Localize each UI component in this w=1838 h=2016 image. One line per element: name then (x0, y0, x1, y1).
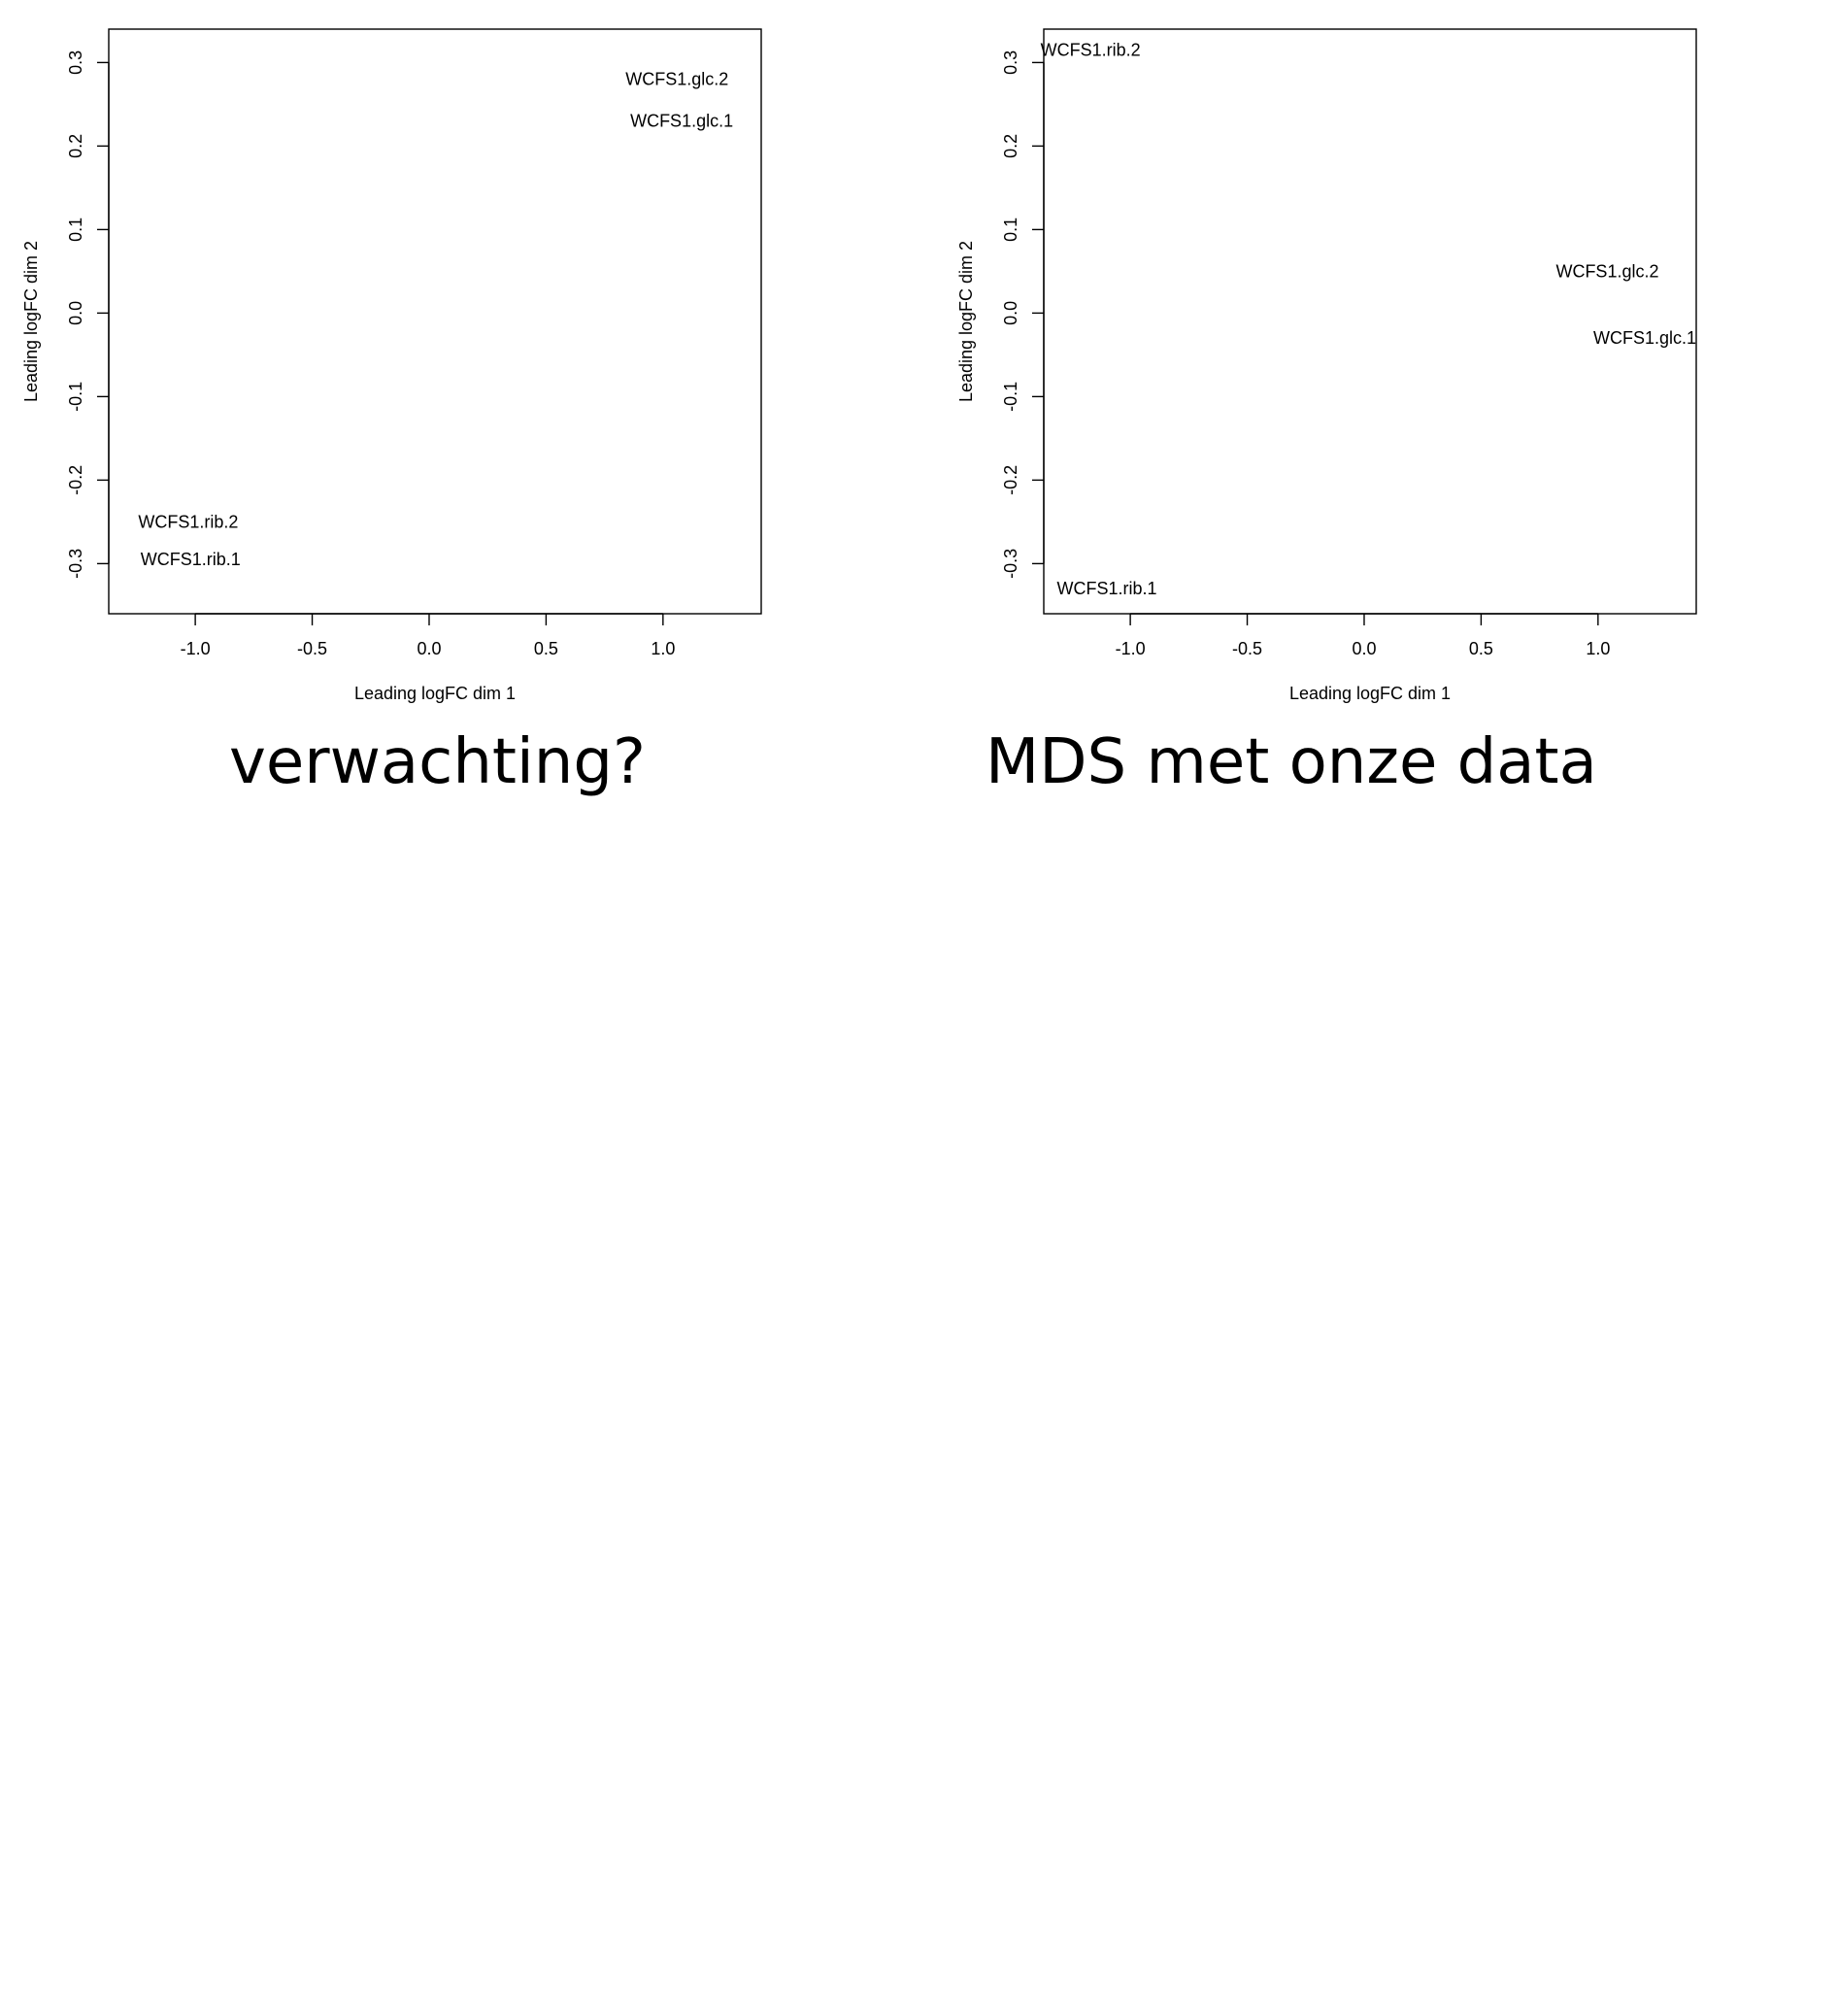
x-tick-label: 1.0 (651, 639, 675, 658)
x-tick-label: -0.5 (297, 639, 327, 658)
x-axis-label: Leading logFC dim 1 (354, 684, 516, 703)
mds-plot-our-data: -1.0 -0.5 0.0 0.5 1.0 Leading logFC dim 1 -0.3… (935, 0, 1838, 757)
point-label: WCFS1.glc.1 (630, 112, 733, 131)
y-tick-label: 0.3 (66, 50, 85, 75)
point-label: WCFS1.glc.2 (625, 70, 728, 89)
y-tick-label: 0.0 (66, 301, 85, 325)
x-tick-label: 0.5 (534, 639, 558, 658)
y-tick-label: -0.1 (66, 382, 85, 412)
point-label: WCFS1.rib.1 (141, 550, 241, 569)
scatter-svg: -1.0 -0.5 0.0 0.5 1.0 Leading logFC dim 1 -0.3… (956, 28, 1697, 703)
point-label: WCFS1.glc.2 (1555, 261, 1658, 281)
y-tick-label: 0.3 (1001, 50, 1020, 75)
y-tick-label: 0.1 (66, 218, 85, 242)
point-label: WCFS1.rib.2 (1041, 41, 1141, 60)
y-tick-label: 0.2 (1001, 134, 1020, 158)
y-tick-label: 0.1 (1001, 218, 1020, 242)
caption-expected: verwachting? (229, 726, 646, 798)
y-tick-label: -0.3 (1001, 549, 1020, 579)
y-axis-label: Leading logFC dim 2 (956, 241, 976, 402)
mds-plot-expected: -1.0 -0.5 0.0 0.5 1.0 Leading logFC dim 1 -0.3… (0, 0, 919, 757)
x-tick-label: 1.0 (1586, 639, 1610, 658)
x-tick-label: 0.5 (1469, 639, 1493, 658)
y-tick-label: 0.0 (1001, 301, 1020, 325)
x-tick-label: 0.0 (417, 639, 441, 658)
point-label: WCFS1.rib.1 (1057, 579, 1157, 598)
y-tick-label: -0.2 (66, 465, 85, 495)
caption-our-data: MDS met onze data (986, 726, 1597, 798)
y-tick-label: -0.2 (1001, 465, 1020, 495)
x-tick-label: -0.5 (1232, 639, 1262, 658)
point-label: WCFS1.glc.1 (1593, 328, 1696, 348)
plot-frame (1043, 28, 1697, 615)
x-tick-label: -1.0 (1116, 639, 1146, 658)
point-label: WCFS1.rib.2 (138, 512, 238, 531)
scatter-svg: -1.0 -0.5 0.0 0.5 1.0 Leading logFC dim 1 -0.3… (21, 28, 762, 703)
x-axis-label: Leading logFC dim 1 (1289, 684, 1451, 703)
y-tick-label: -0.1 (1001, 382, 1020, 412)
x-tick-label: -1.0 (181, 639, 211, 658)
x-tick-label: 0.0 (1352, 639, 1376, 658)
y-tick-label: 0.2 (66, 134, 85, 158)
y-axis-label: Leading logFC dim 2 (21, 241, 41, 402)
y-tick-label: -0.3 (66, 549, 85, 579)
